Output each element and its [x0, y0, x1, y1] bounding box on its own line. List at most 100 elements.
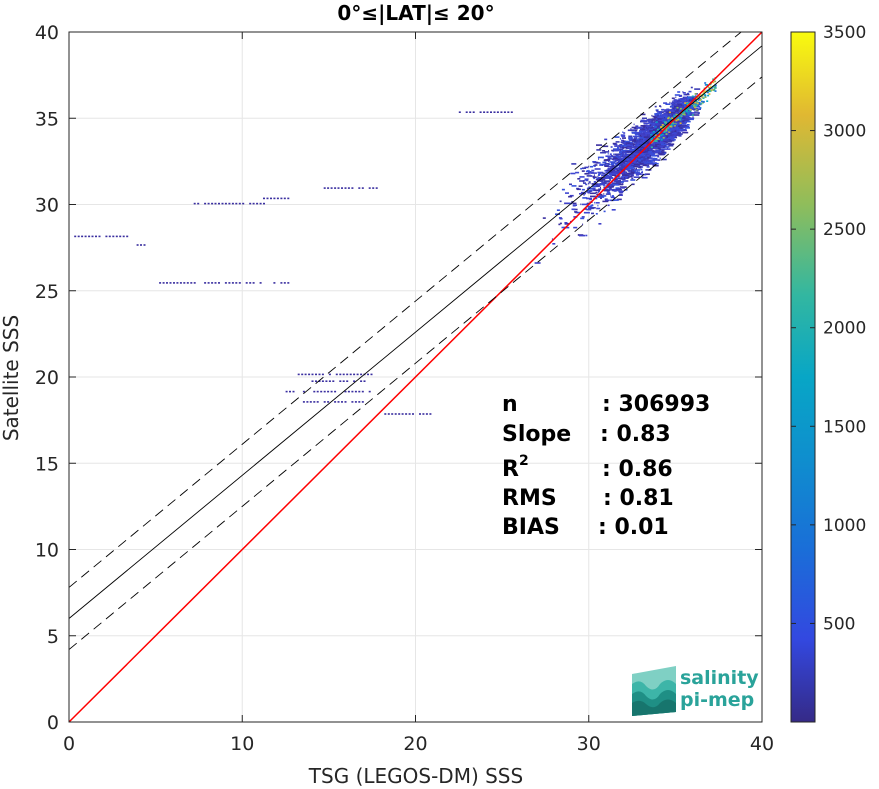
density-cell: [323, 390, 326, 393]
y-tick-label: 20: [35, 367, 59, 389]
density-cell: [645, 146, 652, 149]
density-cell: [639, 128, 644, 130]
density-cell: [658, 151, 661, 154]
density-cell: [677, 120, 681, 122]
density-cell: [327, 390, 330, 393]
density-cell: [668, 110, 670, 112]
density-cell: [683, 123, 687, 125]
density-cell: [608, 157, 612, 159]
density-cell: [569, 194, 574, 197]
density-cell: [613, 179, 617, 182]
density-cell: [611, 209, 616, 211]
density-cell: [634, 131, 641, 134]
density-cell: [625, 149, 628, 152]
density-cell-hot: [704, 84, 707, 86]
density-cell: [84, 235, 87, 238]
density-cell: [601, 195, 607, 197]
colorbar-tick-label: 500: [823, 614, 855, 634]
density-cell-hot: [665, 133, 668, 135]
density-cell: [676, 101, 680, 104]
density-cell-hot: [710, 90, 712, 92]
density-cell: [620, 158, 622, 160]
density-cell: [652, 128, 655, 131]
density-cell: [621, 165, 626, 168]
density-cell: [653, 147, 658, 149]
density-cell: [590, 175, 593, 177]
density-cell: [375, 187, 378, 189]
density-cell: [173, 282, 175, 284]
density-cell: [616, 173, 619, 175]
density-cell: [644, 156, 647, 159]
density-cell: [631, 137, 633, 140]
density-cell: [615, 187, 620, 189]
density-cell: [604, 163, 610, 165]
density-cell: [565, 192, 569, 194]
density-cell: [493, 111, 496, 113]
density-cell: [677, 117, 682, 120]
density-cell: [660, 148, 665, 151]
density-cell: [613, 182, 619, 185]
density-cell: [306, 401, 309, 403]
density-cell: [628, 151, 629, 154]
density-cell: [589, 172, 591, 175]
density-cell: [655, 144, 660, 146]
stat-value: : 0.01: [598, 515, 669, 540]
density-cell: [649, 149, 651, 151]
density-cell-hot: [652, 131, 655, 133]
density-cell: [654, 105, 657, 108]
density-cell: [613, 149, 620, 152]
density-cell: [630, 172, 635, 174]
density-cell: [650, 153, 656, 155]
density-cell: [657, 115, 661, 118]
x-axis-label: TSG (LEGOS-DM) SSS: [308, 764, 523, 788]
density-cell: [579, 180, 585, 182]
density-cell-hot: [662, 137, 665, 139]
density-cell-hot: [712, 78, 715, 80]
density-cell: [425, 413, 428, 415]
density-cell: [308, 373, 311, 376]
density-cell-hot: [699, 99, 701, 102]
density-cell: [570, 172, 576, 175]
density-cell-hot: [677, 116, 680, 119]
density-cell: [337, 401, 340, 403]
density-cell: [354, 401, 357, 403]
density-cell: [589, 192, 596, 195]
density-cell-hot: [651, 137, 654, 139]
density-cell: [596, 207, 601, 210]
density-cell: [384, 413, 387, 415]
density-cell: [658, 152, 665, 155]
density-cell-hot: [665, 128, 668, 130]
density-cell: [657, 122, 660, 125]
density-cell: [660, 140, 662, 143]
density-cell: [289, 390, 291, 393]
stat-label: RMS: [502, 486, 557, 511]
density-cell: [586, 208, 592, 211]
density-cell: [612, 171, 619, 173]
density-cell: [321, 380, 324, 382]
density-cell: [594, 164, 598, 166]
density-cell: [646, 154, 650, 157]
density-cell: [534, 262, 541, 264]
density-cell: [634, 133, 639, 136]
density-cell: [183, 282, 186, 284]
density-cell: [344, 187, 347, 189]
density-cell: [626, 147, 632, 149]
y-tick-label: 5: [47, 626, 59, 648]
density-cell: [573, 208, 578, 211]
density-cell-hot: [672, 124, 675, 126]
density-cell: [633, 146, 640, 149]
density-cell-hot: [695, 109, 698, 111]
density-cell: [616, 162, 622, 164]
density-cell-hot: [656, 128, 659, 131]
density-cell: [140, 244, 142, 246]
density-cell-hot: [696, 102, 699, 105]
density-cell: [301, 373, 304, 376]
density-cell: [633, 159, 640, 162]
density-cell-hot: [667, 116, 670, 119]
density-cell: [610, 195, 612, 197]
density-cell: [621, 135, 626, 138]
density-cell: [669, 133, 670, 135]
density-cell: [598, 174, 600, 176]
density-cell: [634, 154, 637, 157]
density-cell: [688, 112, 695, 114]
